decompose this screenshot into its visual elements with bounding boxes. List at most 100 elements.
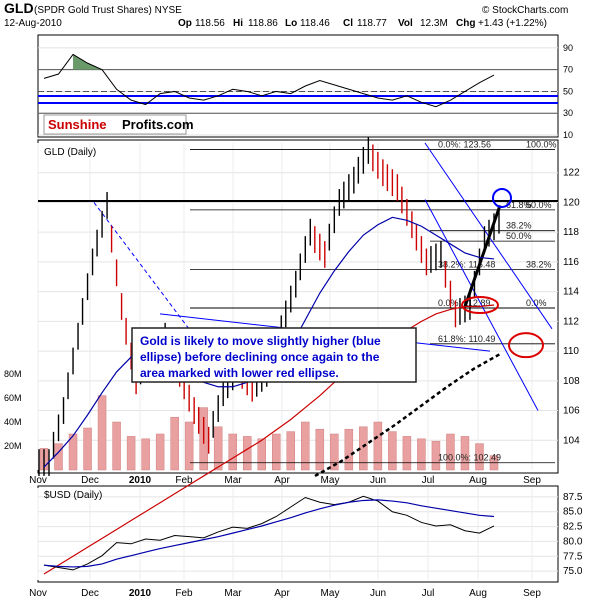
volume-tick-label: 20M [4, 441, 22, 451]
usd-tick-label: 87.5 [563, 492, 583, 503]
volume-bar [402, 436, 412, 471]
usd-month-label: May [321, 588, 340, 599]
ma200-line [43, 304, 495, 575]
usd-tick-label: 77.5 [563, 551, 583, 562]
change-value: +1.43 (+1.22%) [478, 18, 547, 29]
volume-bar [97, 395, 107, 471]
volume-bar [257, 438, 266, 471]
annotation-box: Gold is likely to move slightly higher (… [131, 327, 417, 383]
annotation-line-3: area marked with lower red ellipse. [140, 366, 339, 380]
price-month-label: Nov [29, 475, 47, 486]
usd-month-label: Nov [29, 588, 47, 599]
logo-frame [43, 114, 187, 135]
high-value: 118.86 [248, 18, 278, 29]
volume-tick-label: 40M [4, 417, 22, 427]
change-label: Chg [456, 18, 475, 29]
usd-tick-label: 82.5 [563, 522, 583, 533]
usd-layer [43, 495, 495, 571]
fib-pct-label: 38.2% [526, 260, 552, 270]
volume-bar [272, 433, 281, 471]
usd-panel-title: $USD (Daily) [44, 490, 102, 501]
price-month-label: Aug [469, 475, 487, 486]
logo-part-1: Sunshine [48, 117, 107, 132]
volume-bar [228, 433, 237, 471]
rsi-tick-label: 90 [563, 43, 573, 53]
fib-label: 61.8%: 110.49 [438, 334, 495, 344]
volume-bar [286, 431, 296, 471]
fib-label: 0.0%: 123.56 [438, 140, 491, 150]
ma200-projection-line [314, 352, 501, 478]
annotation-line-1: Gold is likely to move slightly higher (… [140, 334, 381, 348]
fib-label: 0.0%: 112.89 [438, 298, 490, 308]
volume-bar [83, 427, 92, 471]
usd-tick-label: 85.0 [563, 507, 583, 518]
volume-bar [388, 431, 397, 471]
volume-bar [475, 443, 484, 471]
volume-bar [68, 433, 78, 471]
volume-bar [141, 438, 150, 471]
volume-bar [155, 433, 165, 471]
volume-bar [446, 433, 455, 471]
price-month-label: May [321, 475, 340, 486]
price-tick-label: 116 [563, 257, 579, 268]
blue-target-ellipse [492, 187, 512, 208]
usd-tick-label: 75.0 [563, 566, 583, 577]
open-value: 118.56 [195, 18, 225, 29]
price-panel-title: GLD (Daily) [44, 147, 96, 158]
price-tick-label: 120 [563, 197, 580, 208]
rsi-tick-label: 30 [563, 108, 573, 118]
volume-bar [359, 426, 368, 471]
price-month-label: Apr [274, 475, 290, 486]
axis-layer: 90 70 50 30 10 122 120 118 116 114 112 110 108 106 104… [4, 43, 583, 599]
fib-label: 100.0%: 102.49 [438, 453, 501, 463]
volume-bar [460, 436, 470, 471]
usd-panel [37, 485, 559, 583]
rsi-overbought-fill [73, 54, 103, 70]
fib-pct-label: 100.0% [526, 140, 557, 150]
volume-bar [213, 426, 223, 471]
usd-ma-line [43, 499, 495, 568]
annotation-line-2: ellipse) before declining once again to … [140, 350, 380, 364]
close-label: Cl [343, 18, 353, 29]
usd-month-label: 2010 [129, 588, 152, 599]
red-support-ellipse [461, 296, 499, 315]
usd-month-label: Sep [523, 588, 541, 599]
price-tick-label: 114 [563, 287, 579, 298]
price-tick-label: 110 [563, 346, 579, 357]
usd-month-label: Jul [422, 588, 435, 599]
volume-tick-label: 60M [4, 393, 22, 403]
usd-month-label: Dec [81, 588, 99, 599]
volume-bar [431, 440, 441, 471]
close-value: 118.77 [357, 18, 387, 29]
price-tick-label: 108 [563, 376, 580, 387]
volume-bar [242, 436, 252, 471]
low-value: 118.46 [300, 18, 330, 29]
volume-bar [184, 421, 194, 471]
price-tick-label: 112 [563, 316, 579, 327]
usd-month-label: Jun [370, 588, 386, 599]
price-month-label: Sep [523, 475, 541, 486]
volume-bar [112, 421, 121, 471]
logo-part-2: Profits.com [122, 117, 194, 132]
usd-month-label: Apr [274, 588, 290, 599]
price-month-label: Jun [370, 475, 386, 486]
volume-label: Vol [398, 18, 413, 29]
fib-label: 61.8% [506, 200, 532, 210]
fib-pct-label: 0.0% [526, 298, 547, 308]
chart-date: 12-Aug-2010 [4, 18, 62, 29]
symbol: GLD [4, 0, 34, 16]
fib-label: 38.2% [506, 221, 532, 231]
red-target-ellipse [508, 332, 544, 359]
price-month-label: 2010 [129, 475, 152, 486]
brand: © StockCharts.com [482, 5, 568, 16]
volume-value: 12.3M [420, 18, 448, 29]
volume-bar [301, 421, 310, 471]
price-tick-label: 118 [563, 227, 579, 238]
volume-bar [330, 433, 339, 471]
fib-label: 50.0% [506, 231, 532, 241]
rsi-tick-label: 70 [563, 65, 573, 75]
annotation-frame [131, 327, 417, 383]
volume-tick-label: 80M [4, 369, 22, 379]
rsi-line [43, 53, 495, 108]
volume-bar [417, 438, 426, 471]
